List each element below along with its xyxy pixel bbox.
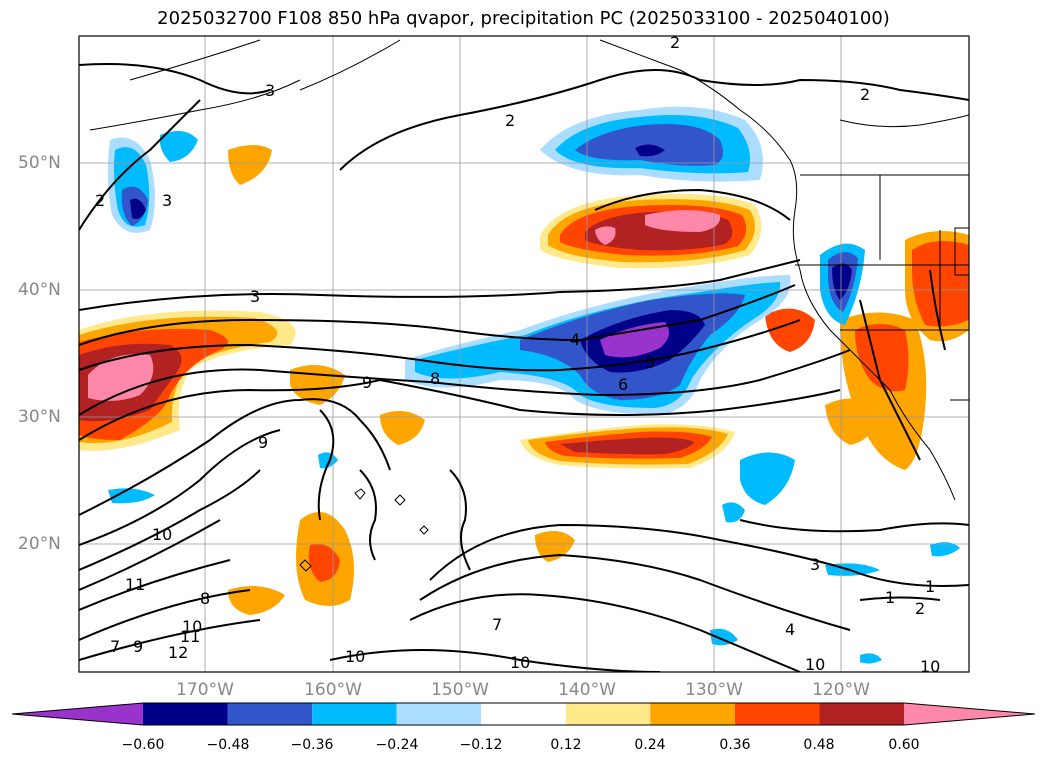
contour-label: 8 [200,589,210,608]
contour-label: 3 [162,191,172,210]
shade-positive-coast [825,398,880,445]
lon-label-120w: 120°W [812,680,870,700]
shade-positive-hawaii [380,411,425,445]
shade-negative-north [635,144,665,157]
plot-frame [78,35,970,673]
contour-label: 3 [250,287,260,306]
shade-positive-hawaii [535,531,575,562]
contour-label: 8 [430,369,440,388]
colorbar-swatch [143,703,228,725]
contour-label: 12 [168,643,188,662]
lat-label-30n: 30°N [18,407,61,427]
contour-label: 10 [920,657,940,676]
colorbar-swatch [650,703,735,725]
lat-label-50n: 50°N [18,153,61,173]
map-plot-area: 2 3 2 2 3 2 3 4 5 6 8 9 9 10 11 8 10 11 … [79,33,969,676]
shade-positive-hawaii [228,586,285,615]
contour-labels: 2 3 2 2 3 2 3 4 5 6 8 9 9 10 11 8 10 11 … [95,33,940,676]
shade-negative-west [130,198,146,219]
colorbar-swatch [396,703,482,725]
lon-label-150w: 150°W [431,680,489,700]
colorbar-tick-label: −0.12 [459,737,503,753]
colorbar-swatch [481,703,566,725]
colorbar-tick-label: 0.48 [803,737,835,753]
contour-label: 2 [95,191,105,210]
colorbar-tick-label: 0.24 [634,737,666,753]
contour-label: 10 [182,617,202,636]
colorbar-swatch [734,703,820,725]
shade-negative-east [832,263,852,300]
graticule [79,36,969,672]
colorbar-outline [11,702,1036,726]
shade-positive-hawaii [228,145,272,185]
lon-label-160w: 160°W [304,680,362,700]
shade-negative-west [159,131,198,162]
shade-negative-east [108,488,155,504]
contour-label: 9 [362,373,372,392]
shade-positive-west [88,354,154,401]
colorbar-tick-label: −0.60 [121,737,165,753]
contour-label: 3 [810,555,820,574]
contour-label: 2 [860,85,870,104]
figure-title: 2025032700 F108 850 hPa qvapor, precipit… [157,8,890,29]
colorbar-swatch [227,703,313,725]
contour-label: 10 [805,655,825,674]
contour-label: 2 [915,599,925,618]
shade-negative-east [722,502,745,523]
contour-label: 7 [492,615,502,634]
contour-label: 2 [505,111,515,130]
shade-negative-central [600,322,669,358]
colorbar-tick-label: 0.12 [550,737,582,753]
lon-label-130w: 130°W [685,680,743,700]
lat-label-40n: 40°N [18,280,61,300]
contour-label: 11 [125,575,145,594]
shade-positive-central [560,437,695,455]
contour-label: 10 [152,525,172,544]
colorbar-swatch [565,703,651,725]
contour-label: 10 [345,647,365,666]
colorbar-tick-label: 0.36 [719,737,751,753]
shade-negative-east [860,653,882,664]
contour-label: 9 [133,637,143,656]
contour-label: 6 [618,375,628,394]
contour-label: 9 [258,433,268,452]
contour-label: 10 [510,653,530,672]
contour-label: 5 [645,353,655,372]
shade-negative-east [710,628,738,646]
shade-positive-coast [855,324,909,392]
shade-negative-east [740,452,795,505]
shade-positive-ne [595,210,721,245]
colorbar-extend-max [904,703,1035,725]
shade-positive-coast [765,308,815,352]
contour-label: 1 [885,588,895,607]
contour-label: 11 [180,627,200,646]
colorbar [11,702,1036,726]
colorbar-tick-label: −0.48 [206,737,250,753]
lat-label-20n: 20°N [18,534,61,554]
contour-label: 2 [670,33,680,52]
contour-label: 3 [265,81,275,100]
colorbar-extend-min [12,703,143,725]
colorbar-tick-label: 0.60 [888,737,920,753]
qvapor-contours [79,63,969,672]
colorbar-swatch [819,703,904,725]
contour-label: 4 [785,620,795,639]
colorbar-swatch [312,703,397,725]
colorbar-tick-label: −0.36 [290,737,334,753]
contour-label: 7 [110,637,120,656]
shade-negative-east [930,542,960,557]
colorbar-tick-label: −0.24 [375,737,419,753]
lon-label-140w: 140°W [558,680,616,700]
lon-label-170w: 170°W [176,680,234,700]
shade-positive-hawaii [308,544,340,582]
coastlines [89,39,969,572]
contour-label: 4 [570,330,580,349]
contour-label: 1 [925,577,935,596]
